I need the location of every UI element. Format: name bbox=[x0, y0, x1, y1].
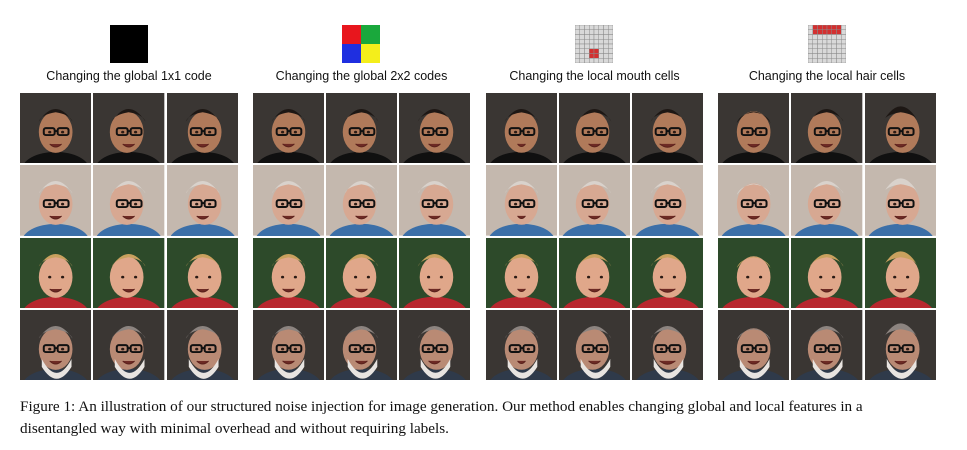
face-portrait bbox=[399, 165, 470, 236]
face-portrait bbox=[166, 93, 238, 164]
face-portrait bbox=[253, 309, 324, 380]
face-portrait bbox=[791, 237, 863, 308]
face-portrait bbox=[718, 165, 790, 236]
face-portrait bbox=[253, 93, 324, 164]
face-portrait bbox=[559, 309, 630, 380]
face-portrait bbox=[559, 93, 630, 164]
face-portrait bbox=[399, 93, 470, 164]
face-portrait bbox=[166, 309, 238, 380]
face-portrait bbox=[864, 93, 936, 164]
black-square-icon bbox=[110, 25, 148, 63]
grid-hair-cells-icon bbox=[808, 25, 846, 63]
figure-caption: Figure 1: An illustration of our structu… bbox=[20, 398, 863, 437]
face-portrait bbox=[718, 93, 790, 164]
face-portrait bbox=[253, 165, 324, 236]
face-portrait bbox=[93, 93, 165, 164]
face-portrait bbox=[718, 237, 790, 308]
face-portrait bbox=[326, 237, 397, 308]
face-portrait bbox=[486, 165, 557, 236]
face-portrait bbox=[864, 309, 936, 380]
panel-label: Changing the local mouth cells bbox=[509, 69, 680, 83]
face-portrait bbox=[253, 237, 324, 308]
face-portrait bbox=[864, 237, 936, 308]
face-portrait bbox=[399, 237, 470, 308]
grid-mouth-cells-icon bbox=[575, 25, 613, 63]
face-portrait bbox=[632, 93, 703, 164]
face-portrait bbox=[791, 309, 863, 380]
face-portrait bbox=[93, 237, 165, 308]
face-grid bbox=[20, 93, 238, 380]
face-portrait bbox=[326, 309, 397, 380]
face-portrait bbox=[864, 165, 936, 236]
panel-label: Changing the global 2x2 codes bbox=[275, 69, 448, 83]
face-portrait bbox=[791, 165, 863, 236]
face-portrait bbox=[559, 237, 630, 308]
face-portrait bbox=[399, 309, 470, 380]
face-portrait bbox=[791, 93, 863, 164]
face-grid bbox=[718, 93, 936, 380]
face-grid bbox=[486, 93, 703, 380]
face-portrait bbox=[632, 237, 703, 308]
color-quadrant-square-icon bbox=[342, 25, 380, 63]
face-portrait bbox=[20, 93, 92, 164]
face-portrait bbox=[20, 309, 92, 380]
face-portrait bbox=[718, 309, 790, 380]
face-portrait bbox=[93, 309, 165, 380]
face-portrait bbox=[486, 237, 557, 308]
panel-label: Changing the local hair cells bbox=[748, 69, 906, 83]
face-portrait bbox=[166, 237, 238, 308]
face-grid bbox=[253, 93, 470, 380]
face-portrait bbox=[486, 93, 557, 164]
face-portrait bbox=[326, 93, 397, 164]
face-portrait bbox=[166, 165, 238, 236]
face-portrait bbox=[632, 309, 703, 380]
face-portrait bbox=[326, 165, 397, 236]
face-portrait bbox=[20, 165, 92, 236]
face-portrait bbox=[559, 165, 630, 236]
face-portrait bbox=[632, 165, 703, 236]
face-portrait bbox=[486, 309, 557, 380]
face-portrait bbox=[20, 237, 92, 308]
face-portrait bbox=[93, 165, 165, 236]
panel-label: Changing the global 1x1 code bbox=[46, 69, 212, 83]
